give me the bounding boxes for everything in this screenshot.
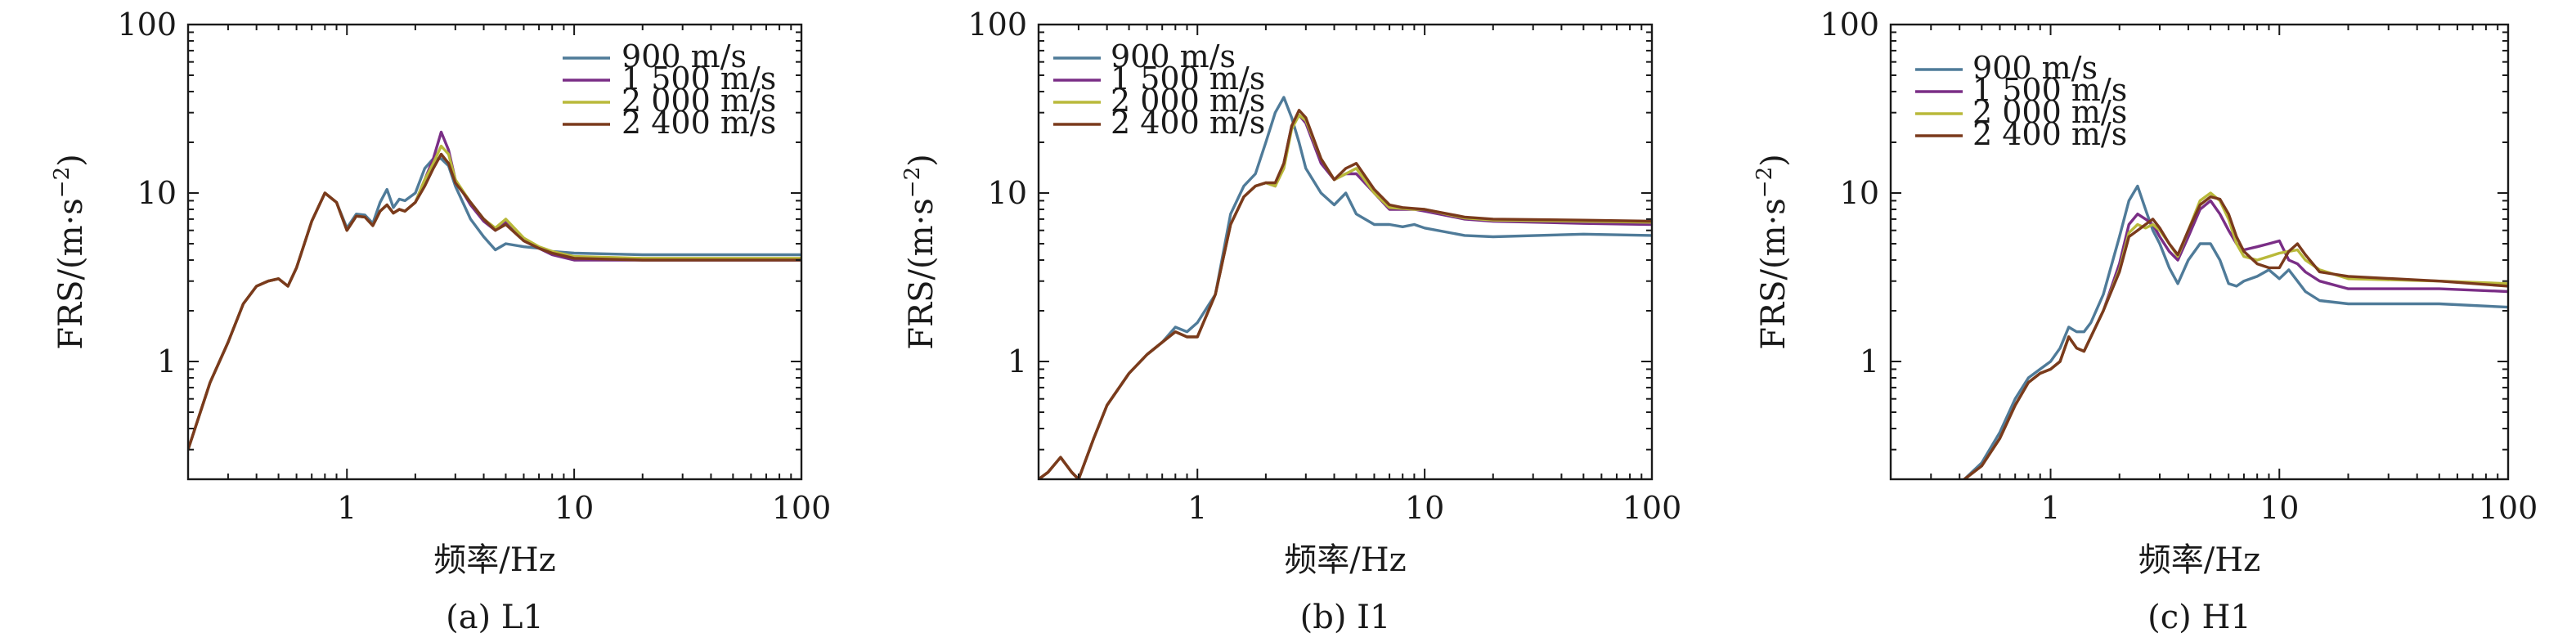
y-tick-label: 10	[137, 175, 177, 211]
legend: 900 m/s1 500 m/s2 000 m/s2 400 m/s	[1053, 38, 1265, 141]
legend: 900 m/s1 500 m/s2 000 m/s2 400 m/s	[563, 38, 776, 141]
panel-caption: (a) L1	[446, 599, 544, 636]
x-tick-label: 1	[337, 490, 357, 526]
panel-a-l1: 1 10 100 1 10 100 频率/Hz FRS/(m·s−2) (a) L1 900 m/…	[50, 7, 831, 636]
minor-ticks	[1039, 25, 1652, 479]
x-axis-label: 频率/Hz	[433, 541, 555, 579]
panel-caption: (c) H1	[2147, 599, 2251, 636]
y-tick-label: 1	[157, 343, 177, 379]
x-tick-label: 100	[1622, 490, 1682, 526]
x-tick-label: 10	[1405, 490, 1444, 526]
plot-area	[188, 130, 801, 451]
series-line-4	[188, 152, 801, 451]
x-tick-label: 10	[2260, 490, 2299, 526]
legend-label-3: 2 000 m/s	[1111, 83, 1265, 119]
y-tick-label: 1	[1008, 343, 1027, 379]
plot-area	[1039, 96, 1652, 479]
legend-label-4: 2 400 m/s	[622, 105, 776, 141]
x-tick-label: 1	[2040, 490, 2060, 526]
plot-frame	[186, 23, 803, 481]
y-tick-label: 100	[117, 7, 177, 43]
y-tick-label: 1	[1860, 343, 1879, 379]
panel-caption: (b) I1	[1300, 599, 1391, 636]
plot-frame	[1889, 23, 2510, 481]
plot-area	[1963, 184, 2508, 479]
series-line-3	[188, 144, 801, 451]
y-tick-label: 100	[1820, 7, 1879, 43]
series-line-2	[188, 130, 801, 451]
x-tick-label: 100	[772, 490, 832, 526]
minor-ticks	[1891, 25, 2508, 479]
legend-label-1: 900 m/s	[1111, 38, 1236, 74]
minor-ticks	[188, 25, 801, 479]
legend-label-4: 2 400 m/s	[1972, 116, 2127, 152]
y-axis-label: FRS/(m·s−2)	[1752, 154, 1793, 349]
series-line-1	[1039, 96, 1652, 479]
y-tick-label: 10	[988, 175, 1027, 211]
x-tick-label: 1	[1187, 490, 1207, 526]
x-axis-label: 频率/Hz	[2138, 541, 2260, 579]
y-axis-label: FRS/(m·s−2)	[50, 154, 90, 349]
legend-label-2: 1 500 m/s	[1972, 72, 2127, 108]
legend-label-2: 1 500 m/s	[1111, 61, 1265, 97]
y-tick-label: 100	[967, 7, 1027, 43]
x-tick-label: 100	[2479, 490, 2538, 526]
plot-frame	[1037, 23, 1654, 481]
y-axis-label: FRS/(m·s−2)	[900, 154, 940, 349]
panel-b-i1: 1 10 100 1 10 100 频率/Hz FRS/(m·s−2) (b) I1 900 m/…	[900, 7, 1681, 636]
y-tick-label: 10	[1840, 175, 1879, 211]
legend-label-1: 900 m/s	[622, 38, 747, 74]
legend-label-4: 2 400 m/s	[1111, 105, 1265, 141]
x-tick-label: 10	[554, 490, 594, 526]
series-line-1	[1963, 184, 2508, 479]
legend: 900 m/s1 500 m/s2 000 m/s2 400 m/s	[1915, 50, 2127, 152]
legend-label-2: 1 500 m/s	[622, 61, 776, 97]
series-line-4	[1963, 195, 2508, 479]
panel-c-h1: 1 10 100 1 10 100 频率/Hz FRS/(m·s−2) (c) H1 900 m/…	[1752, 7, 2538, 636]
legend-label-3: 2 000 m/s	[1972, 94, 2127, 130]
legend-label-3: 2 000 m/s	[622, 83, 776, 119]
series-line-1	[188, 157, 801, 451]
series-line-4	[1039, 109, 1652, 479]
x-axis-label: 频率/Hz	[1284, 541, 1406, 579]
legend-label-1: 900 m/s	[1972, 50, 2098, 86]
